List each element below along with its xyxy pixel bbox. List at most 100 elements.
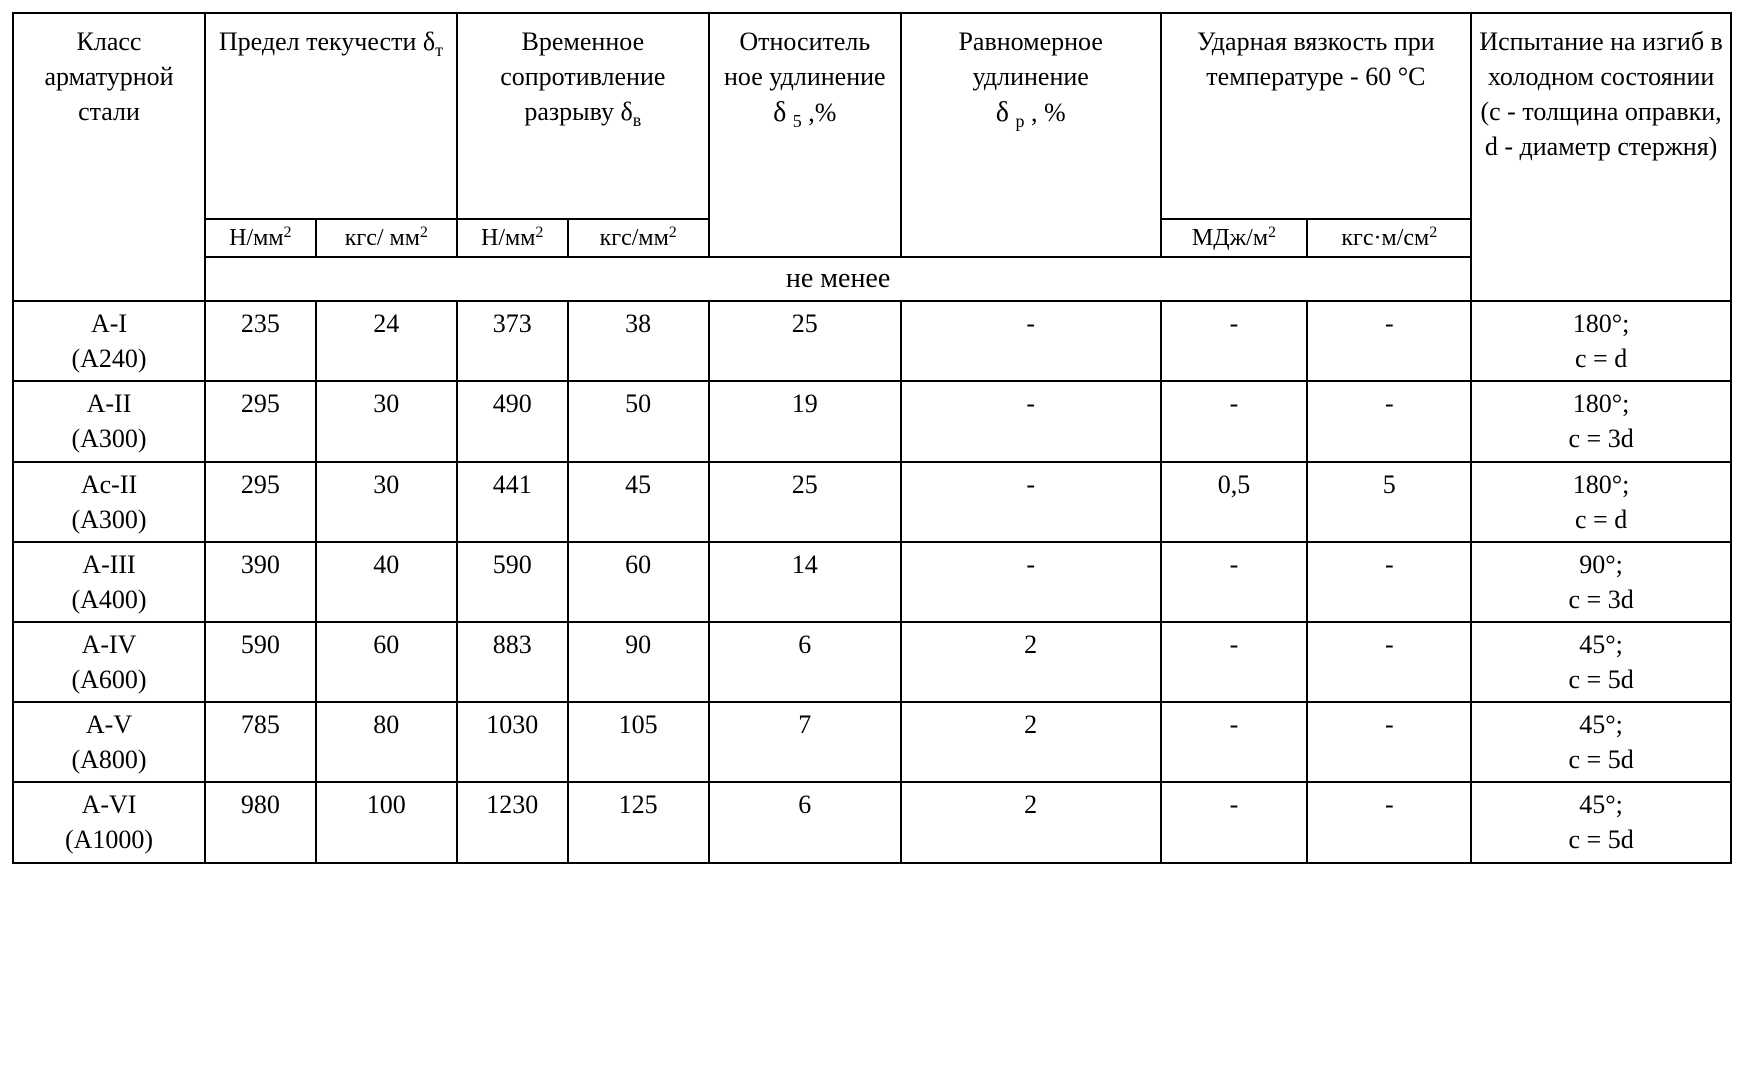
cell-yield-n: 980 xyxy=(205,782,316,862)
cell-tensile-k: 105 xyxy=(568,702,709,782)
cell-tensile-n: 373 xyxy=(457,301,568,381)
cell-class: Ac-II(A300) xyxy=(13,462,205,542)
cell-tensile-k: 50 xyxy=(568,381,709,461)
cell-bend: 45°;c = 5d xyxy=(1471,622,1731,702)
sup-2: 2 xyxy=(535,224,543,241)
cell-impact-k: - xyxy=(1307,381,1471,461)
cell-bend: 180°;c = 3d xyxy=(1471,381,1731,461)
table-row: A-III(A400)390405906014---90°;c = 3d xyxy=(13,542,1731,622)
cell-elongp: - xyxy=(901,381,1161,461)
cell-yield-k: 60 xyxy=(316,622,457,702)
cell-yield-n: 785 xyxy=(205,702,316,782)
cell-elong5: 19 xyxy=(709,381,901,461)
cell-impact-k: - xyxy=(1307,782,1471,862)
table-header: Класс арматурной стали Предел текучести … xyxy=(13,13,1731,301)
unit-label: Н/мм xyxy=(229,225,283,251)
cell-yield-n: 390 xyxy=(205,542,316,622)
unit-kgf-mm2: кгс/мм2 xyxy=(568,219,709,257)
header-elong5: Относитель ное удлинение δ 5 ,% xyxy=(709,13,901,257)
cell-class: A-VI(A1000) xyxy=(13,782,205,862)
unit-label: кгс·м/см xyxy=(1341,225,1429,251)
cell-yield-k: 30 xyxy=(316,462,457,542)
cell-tensile-n: 883 xyxy=(457,622,568,702)
cell-impact-n: - xyxy=(1161,622,1308,702)
cell-elong5: 6 xyxy=(709,782,901,862)
cell-impact-n: - xyxy=(1161,301,1308,381)
table-body: A-I(A240)235243733825---180°;c = dA-II(A… xyxy=(13,301,1731,862)
cell-impact-k: - xyxy=(1307,702,1471,782)
cell-impact-n: 0,5 xyxy=(1161,462,1308,542)
unit-kgfm-cm2: кгс·м/см2 xyxy=(1307,219,1471,257)
cell-elongp: - xyxy=(901,301,1161,381)
header-tensile-sub: в xyxy=(633,110,642,130)
cell-elong5: 25 xyxy=(709,462,901,542)
cell-bend: 90°;c = 3d xyxy=(1471,542,1731,622)
cell-class: A-I(A240) xyxy=(13,301,205,381)
unit-label: кгс/ мм xyxy=(345,225,420,251)
cell-elongp: 2 xyxy=(901,782,1161,862)
cell-class: A-IV(A600) xyxy=(13,622,205,702)
cell-tensile-k: 90 xyxy=(568,622,709,702)
sup-2: 2 xyxy=(420,224,428,241)
cell-elong5: 6 xyxy=(709,622,901,702)
header-class: Класс арматурной стали xyxy=(13,13,205,301)
cell-yield-n: 295 xyxy=(205,381,316,461)
cell-bend: 180°;c = d xyxy=(1471,462,1731,542)
cell-yield-n: 295 xyxy=(205,462,316,542)
cell-class: A-II(A300) xyxy=(13,381,205,461)
cell-yield-k: 40 xyxy=(316,542,457,622)
unit-label: Н/мм xyxy=(481,225,535,251)
cell-tensile-k: 38 xyxy=(568,301,709,381)
header-elongp-a: Равномерное xyxy=(958,27,1102,56)
header-elong5-b: ное удлинение xyxy=(724,62,886,91)
cell-yield-k: 30 xyxy=(316,381,457,461)
unit-n-mm2: Н/мм2 xyxy=(205,219,316,257)
sup-2: 2 xyxy=(1268,224,1276,241)
header-impact: Ударная вязкость при температуре - 60 °С xyxy=(1161,13,1472,219)
table-row: A-IV(A600)590608839062--45°;c = 5d xyxy=(13,622,1731,702)
header-yield-sub: т xyxy=(435,40,443,60)
sup-2: 2 xyxy=(669,224,677,241)
cell-impact-k: - xyxy=(1307,301,1471,381)
table-row: A-V(A800)78580103010572--45°;c = 5d xyxy=(13,702,1731,782)
cell-tensile-n: 1230 xyxy=(457,782,568,862)
cell-elong5: 14 xyxy=(709,542,901,622)
cell-yield-k: 80 xyxy=(316,702,457,782)
cell-tensile-n: 441 xyxy=(457,462,568,542)
header-elongp-sub: p xyxy=(1015,111,1024,131)
header-yield: Предел текучести δт xyxy=(205,13,457,219)
table-row: A-I(A240)235243733825---180°;c = d xyxy=(13,301,1731,381)
cell-yield-k: 100 xyxy=(316,782,457,862)
unit-mj-m2: МДж/м2 xyxy=(1161,219,1308,257)
cell-impact-n: - xyxy=(1161,702,1308,782)
cell-elong5: 25 xyxy=(709,301,901,381)
header-elong5-tail: ,% xyxy=(808,98,836,127)
cell-elongp: - xyxy=(901,542,1161,622)
header-elongp: Равномерное удлинение δ p , % xyxy=(901,13,1161,257)
delta-icon: δ xyxy=(996,97,1009,128)
cell-elongp: - xyxy=(901,462,1161,542)
cell-class: A-V(A800) xyxy=(13,702,205,782)
header-not-less: не менее xyxy=(205,257,1471,301)
unit-label: МДж/м xyxy=(1192,225,1268,251)
cell-tensile-n: 490 xyxy=(457,381,568,461)
cell-tensile-n: 1030 xyxy=(457,702,568,782)
cell-bend: 180°;c = d xyxy=(1471,301,1731,381)
sup-2: 2 xyxy=(284,224,292,241)
header-elongp-tail: , % xyxy=(1031,98,1066,127)
cell-impact-k: - xyxy=(1307,542,1471,622)
cell-impact-n: - xyxy=(1161,782,1308,862)
cell-elongp: 2 xyxy=(901,702,1161,782)
cell-yield-n: 235 xyxy=(205,301,316,381)
unit-n-mm2: Н/мм2 xyxy=(457,219,568,257)
table-row: A-VI(A1000)980100123012562--45°;c = 5d xyxy=(13,782,1731,862)
header-tensile: Временное сопротивление разрыву δв xyxy=(457,13,709,219)
cell-tensile-n: 590 xyxy=(457,542,568,622)
header-bend: Испытание на изгиб в холодном состоянии … xyxy=(1471,13,1731,301)
cell-impact-n: - xyxy=(1161,381,1308,461)
table-row: A-II(A300)295304905019---180°;c = 3d xyxy=(13,381,1731,461)
cell-impact-k: - xyxy=(1307,622,1471,702)
cell-elong5: 7 xyxy=(709,702,901,782)
header-yield-label: Предел текучести δ xyxy=(219,27,435,56)
header-elongp-b: удлинение xyxy=(973,62,1089,91)
